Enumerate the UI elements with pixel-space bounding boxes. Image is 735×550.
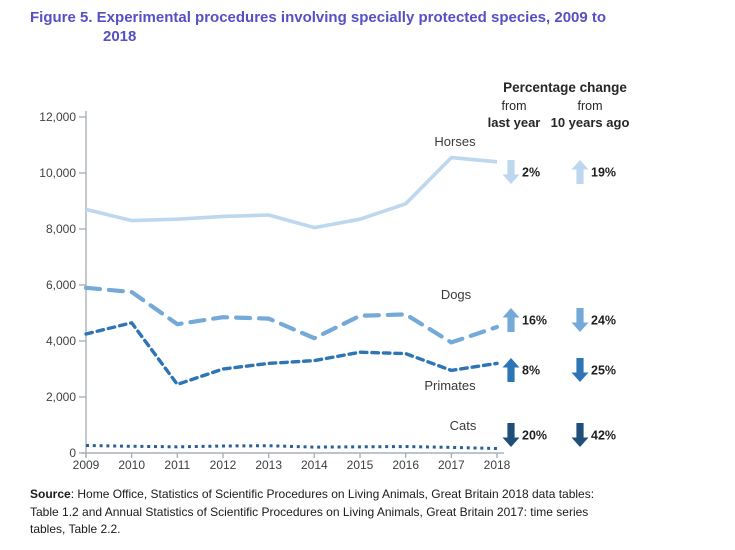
figure-title-line2: 2018: [103, 28, 137, 45]
cats-change-last-year: 20%: [522, 429, 547, 443]
pct-header-col1-label: last year: [488, 115, 541, 130]
cats-label: Cats: [450, 418, 477, 433]
cats-line: [85, 443, 498, 451]
horses-change-last-year: 2%: [522, 166, 540, 180]
pct-header-col2-label: 10 years ago: [551, 115, 630, 130]
y-tick-label: 4,000: [46, 334, 76, 348]
primates-change-last-year: 8%: [522, 364, 540, 378]
source-line2: Table 1.2 and Annual Statistics of Scien…: [30, 504, 589, 519]
series-lines: Horses Dogs Primates Cats: [83, 134, 500, 451]
figure-title: Figure 5. Experimental procedures involv…: [30, 8, 720, 46]
x-tick-label: 2013: [255, 458, 282, 472]
source-text-line1: : Home Office, Statistics of Scientific …: [70, 487, 595, 501]
dogs-line: [83, 285, 500, 345]
cats-last-year-arrow-down-icon: [502, 423, 520, 447]
primates-10-years-arrow-down-icon: [571, 358, 589, 382]
x-tick-label: 2014: [301, 458, 328, 472]
primates-change-10-years: 25%: [591, 364, 616, 378]
x-tick-label: 2012: [210, 458, 237, 472]
dogs-label: Dogs: [441, 287, 472, 302]
horses-last-year-arrow-down-icon: [502, 160, 520, 184]
x-tick-label: 2017: [438, 458, 465, 472]
source-line3: tables, Table 2.2.: [30, 522, 121, 536]
pct-header-col1-from: from: [502, 99, 527, 113]
dogs-change-10-years: 24%: [591, 314, 616, 328]
x-tick-label: 2016: [392, 458, 419, 472]
x-tick-label: 2010: [118, 458, 145, 472]
y-tick-label: 0: [69, 446, 76, 460]
primates-last-year-arrow-up-icon: [502, 358, 520, 382]
primates-line: [84, 321, 499, 387]
source-note: Source: Home Office, Statistics of Scien…: [30, 486, 725, 539]
axes: 0 2,000 4,000 6,000 8,000 10,000 12,000 2009 201…: [39, 110, 510, 472]
primates-label: Primates: [424, 378, 476, 393]
x-tick-label: 2009: [73, 458, 100, 472]
horses-change-10-years: 19%: [591, 166, 616, 180]
y-tick-label: 6,000: [46, 278, 76, 292]
x-tick-label: 2018: [484, 458, 511, 472]
cats-change-10-years: 42%: [591, 429, 616, 443]
y-tick-label: 2,000: [46, 390, 76, 404]
pct-header-title: Percentage change: [503, 80, 627, 95]
horses-10-years-arrow-up-icon: [571, 160, 589, 184]
y-tick-label: 8,000: [46, 222, 76, 236]
change-annotations: 2% 19% 16% 24% 8% 25% 20% 42%: [502, 160, 616, 447]
figure-title-line1: Figure 5. Experimental procedures involv…: [30, 9, 607, 26]
y-tick-label: 12,000: [39, 110, 76, 124]
dogs-10-years-arrow-down-icon: [571, 308, 589, 332]
pct-header-col2-from: from: [578, 99, 603, 113]
pct-header: Percentage change from from last year 10…: [488, 80, 630, 130]
source-line1: Source: Home Office, Statistics of Scien…: [30, 486, 725, 504]
horses-label: Horses: [434, 134, 476, 149]
dogs-change-last-year: 16%: [522, 314, 547, 328]
y-tick-label: 10,000: [39, 166, 76, 180]
source-label: Source: [30, 487, 71, 501]
cats-10-years-arrow-down-icon: [571, 423, 589, 447]
dogs-last-year-arrow-up-icon: [502, 308, 520, 332]
x-tick-label: 2015: [347, 458, 374, 472]
horses-line: [85, 155, 498, 230]
x-tick-label: 2011: [164, 458, 190, 472]
